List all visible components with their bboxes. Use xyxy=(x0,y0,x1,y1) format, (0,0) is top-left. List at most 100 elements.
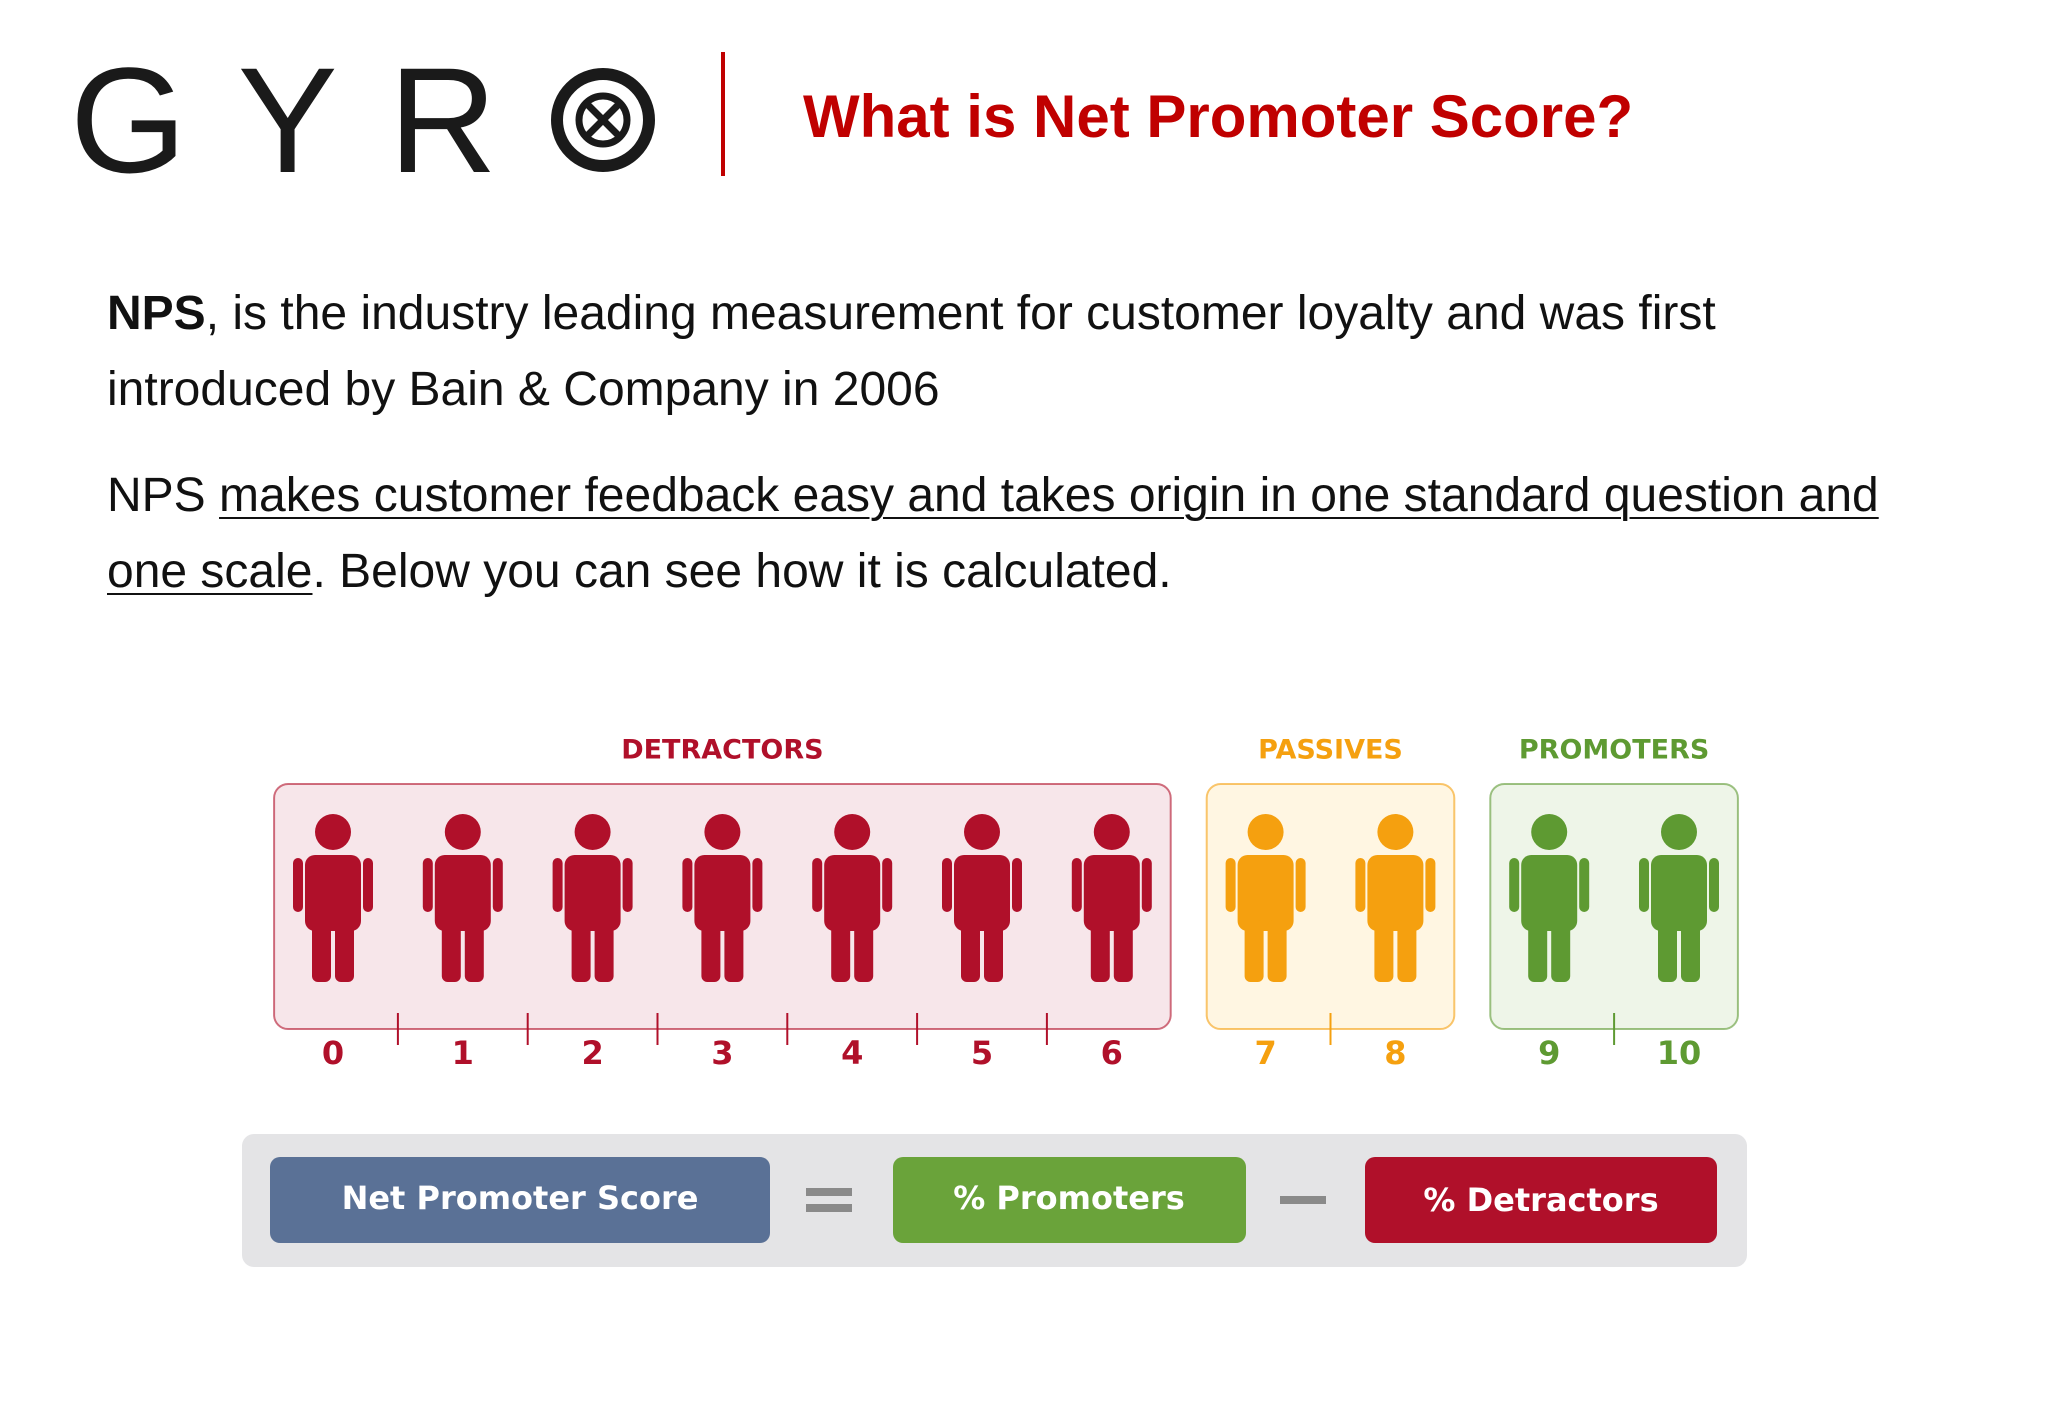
group-label: PASSIVES xyxy=(1258,735,1403,766)
person-icon xyxy=(1071,814,1152,982)
person-leg xyxy=(571,920,591,982)
person-body xyxy=(1367,855,1424,931)
score-label: 10 xyxy=(1657,1034,1702,1072)
formula-text: % Promoters xyxy=(953,1179,1185,1217)
person-arm xyxy=(552,858,563,912)
person-body xyxy=(1521,855,1578,931)
person-arm xyxy=(1225,858,1236,912)
person-arm xyxy=(682,858,693,912)
person-icon xyxy=(1639,814,1719,982)
person-body xyxy=(954,855,1010,931)
person-leg xyxy=(1658,920,1677,982)
equals-sign xyxy=(806,1204,852,1212)
person-arm xyxy=(293,858,303,912)
text-run: NPS xyxy=(107,469,220,522)
person-arm xyxy=(1509,858,1520,912)
person-arm xyxy=(422,858,433,912)
person-icon xyxy=(552,814,633,982)
person-arm xyxy=(752,858,763,912)
text-run: makes customer feedback easy and takes o… xyxy=(107,469,1879,598)
score-label: 0 xyxy=(322,1034,344,1072)
person-leg xyxy=(984,920,1003,982)
person-icon xyxy=(812,814,893,982)
person-body xyxy=(1237,855,1294,931)
paragraph: NPS makes customer feedback easy and tak… xyxy=(107,458,1907,610)
person-head xyxy=(574,814,611,850)
person-body xyxy=(824,855,881,931)
person-leg xyxy=(312,920,331,982)
minus-sign xyxy=(1280,1196,1326,1204)
person-leg xyxy=(1528,920,1548,982)
person-body xyxy=(694,855,751,931)
person-leg xyxy=(594,920,614,982)
score-label: 5 xyxy=(971,1034,993,1072)
person-arm xyxy=(812,858,823,912)
formula-box xyxy=(270,1157,770,1243)
person-body xyxy=(305,855,361,931)
text-run: NPS xyxy=(107,287,206,340)
person-head xyxy=(315,814,351,850)
score-label: 8 xyxy=(1384,1034,1406,1072)
person-arm xyxy=(1709,858,1719,912)
person-head xyxy=(1531,814,1568,850)
person-leg xyxy=(961,920,980,982)
person-leg xyxy=(1244,920,1264,982)
score-label: 2 xyxy=(581,1034,603,1072)
person-arm xyxy=(1141,858,1152,912)
person-arm xyxy=(1425,858,1436,912)
person-icon xyxy=(1355,814,1436,982)
person-arm xyxy=(622,858,633,912)
logo-icon xyxy=(551,68,655,172)
person-head xyxy=(1377,814,1414,850)
person-arm xyxy=(492,858,503,912)
divider xyxy=(721,52,725,176)
person-leg xyxy=(1397,920,1417,982)
person-arm xyxy=(1012,858,1022,912)
person-icon xyxy=(1225,814,1306,982)
person-arm xyxy=(882,858,893,912)
score-label: 9 xyxy=(1538,1034,1560,1072)
person-head xyxy=(704,814,741,850)
paragraph: NPS, is the industry leading measurement… xyxy=(107,276,1907,428)
person-body xyxy=(564,855,621,931)
person-arm xyxy=(942,858,952,912)
person-icon xyxy=(942,814,1022,982)
person-leg xyxy=(1374,920,1394,982)
score-label: 4 xyxy=(841,1034,863,1072)
person-arm xyxy=(1639,858,1649,912)
person-arm xyxy=(1071,858,1082,912)
person-arm xyxy=(1579,858,1590,912)
person-icon xyxy=(1509,814,1590,982)
person-leg xyxy=(464,920,484,982)
group-label: DETRACTORS xyxy=(621,735,823,766)
person-leg xyxy=(1551,920,1571,982)
score-label: 6 xyxy=(1101,1034,1123,1072)
person-leg xyxy=(335,920,354,982)
text-run: , is the industry leading measurement fo… xyxy=(107,287,1716,416)
person-leg xyxy=(1681,920,1700,982)
person-head xyxy=(1093,814,1130,850)
person-leg xyxy=(831,920,851,982)
person-head xyxy=(444,814,481,850)
person-leg xyxy=(1113,920,1133,982)
equals-sign xyxy=(806,1188,852,1196)
score-label: 3 xyxy=(711,1034,733,1072)
score-label: 7 xyxy=(1254,1034,1276,1072)
text-run: . Below you can see how it is calculated… xyxy=(312,545,1172,598)
person-leg xyxy=(854,920,874,982)
person-arm xyxy=(363,858,373,912)
person-body xyxy=(1083,855,1140,931)
formula-box xyxy=(893,1157,1246,1243)
person-arm xyxy=(1355,858,1366,912)
formula-text: Net Promoter Score xyxy=(342,1179,699,1217)
person-head xyxy=(834,814,871,850)
person-body xyxy=(434,855,491,931)
person-icon xyxy=(293,814,373,982)
person-head xyxy=(1661,814,1697,850)
person-leg xyxy=(701,920,721,982)
formula-box xyxy=(1365,1157,1717,1243)
person-leg xyxy=(441,920,461,982)
person-head xyxy=(1247,814,1284,850)
